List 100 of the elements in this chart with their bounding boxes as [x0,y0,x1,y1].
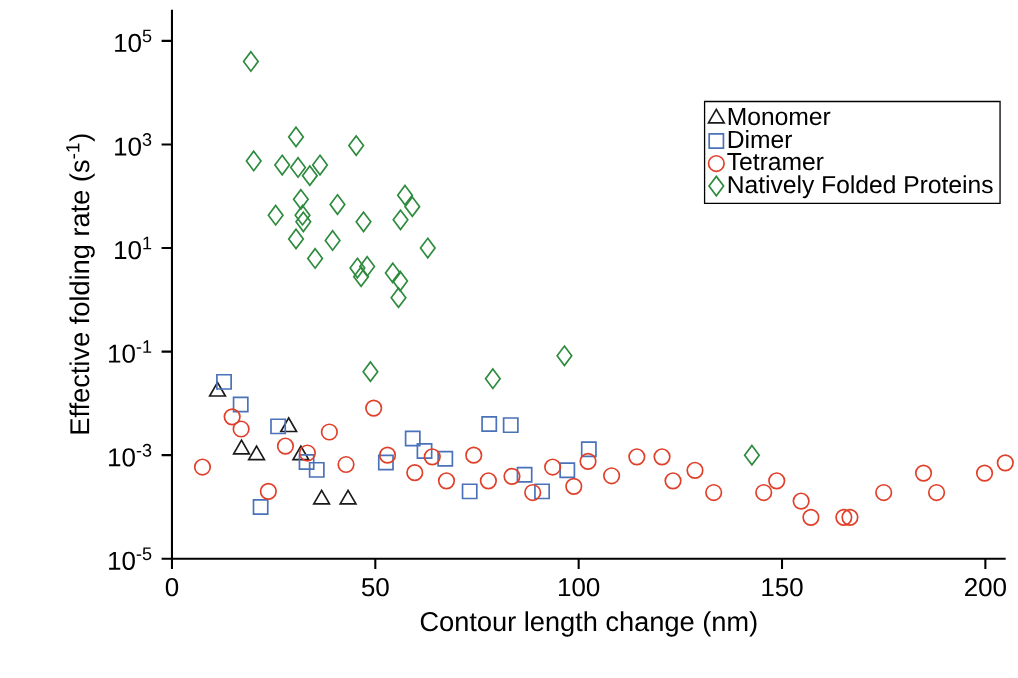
point [423,448,441,466]
point [437,472,456,490]
point [755,483,773,501]
point [320,423,338,441]
point [686,461,704,479]
point [311,154,329,176]
point [484,367,501,390]
point [502,417,519,433]
point [274,154,291,176]
point [355,211,372,233]
point [267,204,284,226]
point [287,126,305,148]
x-tick-label: 0 [165,577,179,597]
point [406,463,424,482]
point [664,472,682,490]
point [534,483,551,500]
legend-label: Tetramer [727,152,824,171]
point [349,257,366,279]
point [927,483,946,501]
point [914,464,933,482]
point [232,396,249,413]
y-tick-label: 10$^{-1}$ [109,340,152,363]
y-tick-label: 10$^{1}$ [115,236,152,260]
point [404,430,421,447]
point [308,461,325,478]
point [348,134,365,157]
point [270,418,287,435]
point [802,508,820,526]
point [289,156,307,178]
point [996,454,1014,472]
x-tick-label: 200 [965,577,1006,597]
y-tick-label: 10$^{5}$ [115,29,152,52]
point [292,188,310,210]
point [416,442,433,459]
point [653,448,671,466]
point [259,482,277,500]
point [565,477,583,495]
point [392,270,409,292]
point [384,262,401,284]
point [242,50,259,72]
point [792,492,810,510]
legend-label: Monomer [728,107,831,126]
point [465,446,483,464]
point [298,444,317,462]
point [841,508,859,526]
point [359,255,376,277]
point [287,228,305,250]
point [743,444,761,466]
point [298,453,315,470]
point [544,458,562,476]
point [247,445,266,461]
point [324,229,341,251]
point [307,247,324,269]
point [524,483,542,501]
point [390,286,407,309]
point [516,466,533,483]
y-tick-label: 10$^{3}$ [115,132,152,156]
point [705,483,723,501]
x-tick-label: 150 [762,577,803,597]
point [556,345,573,367]
point [437,450,454,467]
y-axis-title: Effective folding rate (s$^{-1}$) [66,134,95,434]
x-tick-label: 100 [559,577,600,597]
point [392,209,409,231]
point [461,483,478,500]
point [503,467,521,485]
point [768,472,786,490]
x-tick-label: 50 [361,577,389,597]
point [628,448,646,466]
point [365,399,383,417]
y-tick-label: 10$^{-5}$ [109,547,152,570]
legend-label: Dimer [728,129,792,149]
x-axis-title: Contour length change (nm) [420,611,757,637]
point [875,483,893,501]
point [559,462,576,479]
point [223,408,241,426]
point [602,467,621,485]
point [276,437,295,455]
point [252,498,269,515]
point [479,472,497,490]
point [294,204,311,226]
point [975,464,994,482]
point [329,193,346,216]
point [193,458,212,476]
point [377,454,394,471]
point [481,415,498,432]
point [232,420,250,438]
point [295,211,312,233]
point [835,508,853,526]
point [580,441,597,458]
point [301,164,318,187]
point [245,150,262,172]
point [396,184,414,206]
y-tick-label: 10$^{-3}$ [109,443,152,467]
point [419,237,436,259]
point [216,373,232,390]
point [292,445,310,461]
point [378,446,397,464]
point [362,360,379,383]
point [337,455,355,473]
